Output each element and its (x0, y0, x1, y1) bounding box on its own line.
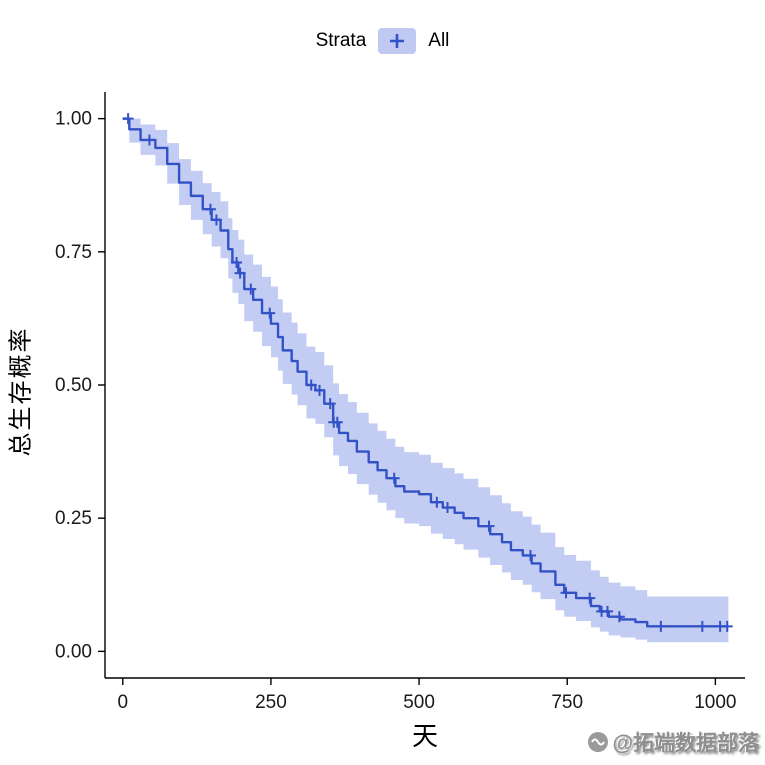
censor-mark-icon (560, 587, 572, 599)
censor-mark-icon (314, 384, 326, 396)
y-tick-label: 0.50 (55, 375, 92, 396)
y-tick-label: 0.75 (55, 242, 92, 263)
censor-mark-icon (431, 496, 443, 508)
x-tick-label: 750 (551, 692, 583, 713)
y-tick-label: 0.00 (55, 641, 92, 662)
censor-mark-icon (388, 472, 400, 484)
censor-mark-icon (721, 620, 733, 632)
watermark-text: @拓端数据部落 (612, 732, 759, 755)
censor-mark-icon (655, 620, 667, 632)
censor-mark-icon (231, 256, 243, 268)
censor-mark-icon (204, 203, 216, 215)
censor-mark-icon (264, 307, 276, 319)
y-tick-label: 1.00 (55, 109, 92, 130)
legend-entry-label-all: All (428, 30, 450, 51)
censor-mark-icon (245, 283, 257, 295)
censor-mark-icon (602, 605, 614, 617)
legend: Strata All (0, 26, 765, 56)
x-tick-label: 500 (403, 692, 435, 713)
censor-mark-icon (210, 214, 222, 226)
censor-mark-icon (696, 620, 708, 632)
legend-key-plus-icon (390, 34, 405, 48)
censor-mark-icon (122, 113, 134, 125)
censor-mark-icon (305, 379, 317, 391)
confidence-band (122, 118, 729, 643)
x-tick-label: 250 (255, 692, 287, 713)
censor-mark-icon (234, 267, 246, 279)
censor-mark-icon (584, 592, 596, 604)
censor-mark-icon (324, 398, 336, 410)
censor-mark-icon (483, 520, 495, 532)
censor-mark-icon (143, 134, 155, 146)
y-tick-label: 0.25 (55, 508, 92, 529)
x-tick-label: 0 (117, 692, 128, 713)
censor-mark-icon (613, 611, 625, 623)
watermark: @拓端数据部落 (587, 727, 759, 757)
survival-curve (122, 117, 729, 628)
legend-key (378, 28, 417, 54)
censor-mark-icon (442, 502, 454, 514)
x-axis-label: 天 (411, 721, 438, 751)
censor-mark-icon (524, 549, 536, 561)
watermark-logo-icon (587, 732, 608, 752)
censor-mark-icon (331, 416, 343, 428)
y-axis-label: 总生存概率 (7, 326, 35, 457)
legend-title: Strata (315, 30, 367, 51)
x-tick-label: 1000 (694, 692, 736, 713)
